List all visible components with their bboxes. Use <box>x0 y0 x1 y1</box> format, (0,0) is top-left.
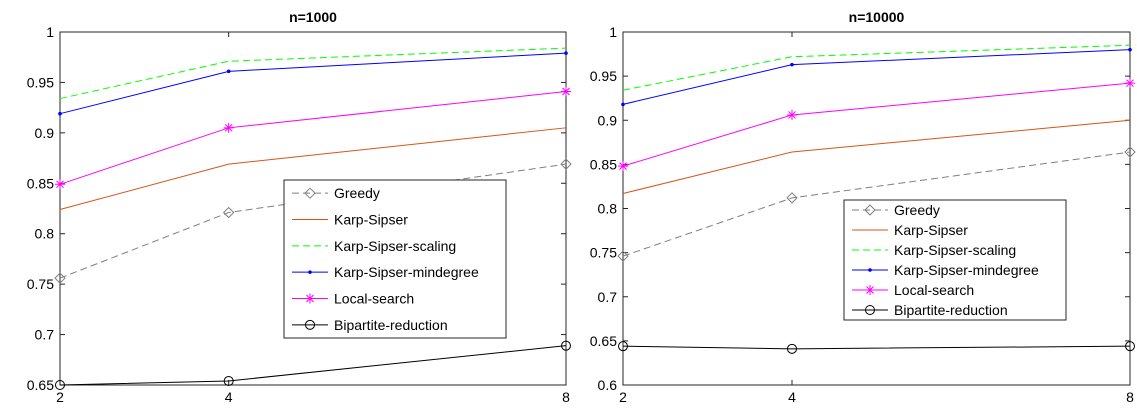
x-tick-label: 8 <box>562 389 570 405</box>
y-tick-label: 0.95 <box>590 68 617 84</box>
y-tick-label: 0.6 <box>598 377 618 393</box>
series-line <box>622 119 1131 194</box>
series-line <box>622 345 1131 350</box>
legend-label: Karp-Sipser-mindegree <box>334 264 479 280</box>
data-point <box>1125 78 1135 89</box>
y-tick-label: 0.8 <box>598 201 618 217</box>
chart-2: n=10000 0.6 0.65 0.7 0.75 0.8 0.85 0.9 0.95 1 2 4 8 G… <box>590 9 1136 405</box>
series-karp-sipser-scaling <box>59 47 567 100</box>
data-point <box>55 179 65 190</box>
series-karp-sipser-mindegree <box>621 47 1132 107</box>
y-tick-label: 0.85 <box>27 175 54 191</box>
legend: Greedy Karp-Sipser Karp-Sipser-scaling Karp… <box>283 179 507 339</box>
series-line <box>622 49 1131 105</box>
y-tick-label: 0.8 <box>35 226 55 242</box>
y-tick-label: 0.95 <box>27 74 54 90</box>
series-karp-sipser-scaling <box>622 44 1131 91</box>
legend-label: Karp-Sipser <box>894 222 968 238</box>
x-tick-label: 4 <box>788 389 796 405</box>
series-karp-sipser-mindegree <box>58 51 568 116</box>
data-point <box>222 206 235 219</box>
data-point <box>621 102 625 107</box>
legend-label: Local-search <box>334 291 414 307</box>
legend-label: Bipartite-reduction <box>894 302 1008 318</box>
series-line <box>59 91 567 185</box>
series-local-search <box>618 78 1135 172</box>
y-tick-label: 0.9 <box>35 125 55 141</box>
series-line <box>59 52 567 115</box>
series-line <box>622 151 1131 257</box>
x-tick-label: 2 <box>619 389 627 405</box>
legend-label: Karp-Sipser-scaling <box>894 242 1016 258</box>
series-karp-sipser <box>59 127 567 210</box>
series-line <box>622 82 1131 167</box>
legend-marker <box>305 293 315 304</box>
legend-box <box>283 179 507 339</box>
data-point <box>564 51 568 55</box>
data-point <box>58 111 62 116</box>
y-tick-label: 0.9 <box>598 112 618 128</box>
data-point <box>786 192 798 204</box>
axes-box <box>59 31 567 386</box>
data-point <box>618 341 628 352</box>
data-point <box>561 86 571 97</box>
series-karp-sipser <box>622 119 1131 194</box>
legend-label: Greedy <box>334 185 380 201</box>
legend-box <box>843 199 1067 321</box>
data-point <box>223 122 234 133</box>
legend-label: Greedy <box>894 202 940 218</box>
data-point <box>790 62 794 67</box>
y-tick-label: 1 <box>46 24 54 40</box>
y-tick-label: 0.65 <box>27 377 54 393</box>
series-bipartite-reduction <box>618 341 1135 354</box>
data-point <box>55 380 65 390</box>
series-line <box>59 127 567 210</box>
x-tick-label: 2 <box>56 389 64 405</box>
series-line <box>59 47 567 100</box>
chart-title: n=10000 <box>849 9 905 25</box>
legend-label: Karp-Sipser-mindegree <box>894 262 1039 278</box>
legend-label: Local-search <box>894 282 974 298</box>
x-tick-label: 4 <box>225 389 233 405</box>
series-local-search <box>55 86 571 190</box>
chart-title: n=1000 <box>289 9 337 25</box>
data-point <box>787 109 797 120</box>
data-point <box>618 161 628 172</box>
data-point <box>1125 341 1135 352</box>
data-point <box>560 158 572 170</box>
data-point <box>1128 47 1132 52</box>
y-tick-label: 0.65 <box>590 333 617 349</box>
chart-1: n=1000 0.65 0.7 0.75 0.8 0.85 0.9 0.95 1 2 4 8 Greed… <box>27 9 572 405</box>
legend-marker <box>304 187 316 199</box>
legend-label: Bipartite-reduction <box>334 317 448 333</box>
y-tick-label: 0.7 <box>35 327 55 343</box>
y-tick-label: 0.7 <box>598 289 618 305</box>
legend-marker <box>305 319 315 330</box>
series-greedy <box>617 146 1136 262</box>
legend-label: Karp-Sipser-scaling <box>334 238 456 254</box>
legend-marker <box>864 204 876 216</box>
data-point <box>54 272 66 284</box>
data-point <box>787 343 797 354</box>
legend-marker <box>865 285 875 295</box>
data-point <box>226 69 231 74</box>
x-tick-label: 8 <box>1126 389 1134 405</box>
legend-marker <box>868 268 872 272</box>
legend-marker <box>308 270 312 274</box>
data-point <box>223 375 234 386</box>
y-tick-label: 0.75 <box>27 276 54 292</box>
data-point <box>1124 146 1136 158</box>
legend-label: Karp-Sipser <box>334 212 408 228</box>
y-tick-label: 1 <box>609 24 617 40</box>
series-line <box>622 44 1131 91</box>
series-bipartite-reduction <box>55 340 571 390</box>
y-tick-label: 0.75 <box>590 245 617 261</box>
data-point <box>561 340 571 351</box>
legend: Greedy Karp-Sipser Karp-Sipser-scaling Karp… <box>843 199 1067 321</box>
y-tick-label: 0.85 <box>590 156 617 172</box>
data-point <box>617 250 629 262</box>
series-line <box>59 345 567 386</box>
legend-marker <box>865 305 875 315</box>
